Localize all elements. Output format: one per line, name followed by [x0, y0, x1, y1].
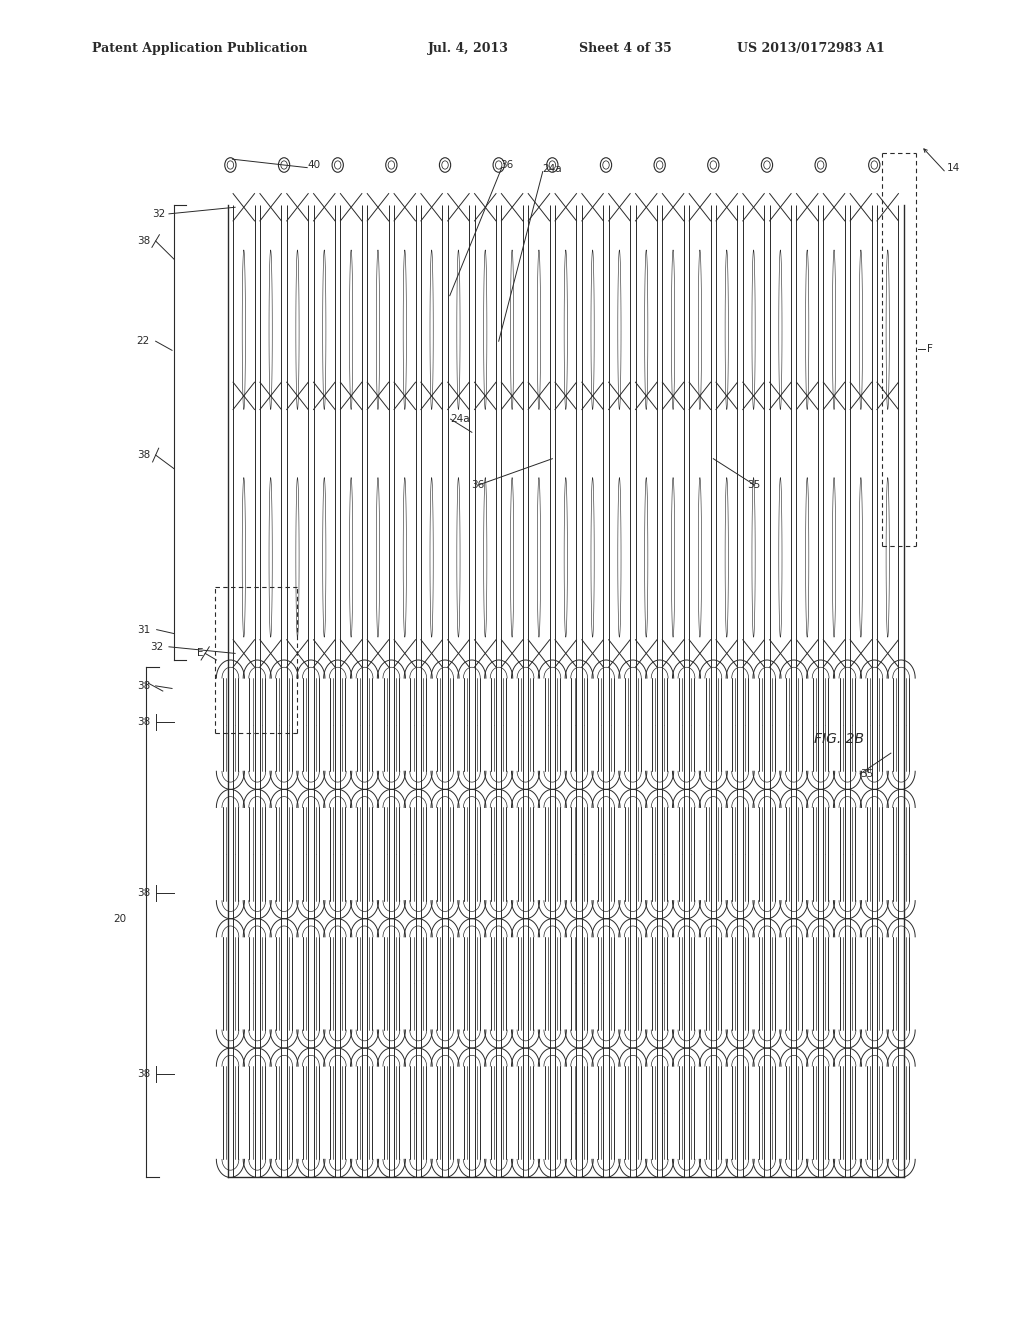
Text: 31: 31 — [137, 624, 151, 635]
Text: 36: 36 — [500, 160, 513, 170]
Text: 38: 38 — [137, 681, 150, 690]
Text: Patent Application Publication: Patent Application Publication — [92, 42, 307, 55]
Text: 24a: 24a — [543, 164, 562, 174]
Text: 36: 36 — [471, 480, 484, 490]
Text: 24a: 24a — [451, 414, 470, 424]
Text: 14: 14 — [947, 162, 961, 173]
Text: Jul. 4, 2013: Jul. 4, 2013 — [428, 42, 509, 55]
Text: 38: 38 — [137, 450, 150, 461]
Text: Sheet 4 of 35: Sheet 4 of 35 — [579, 42, 672, 55]
Text: FIG. 2B: FIG. 2B — [814, 733, 864, 746]
Text: E: E — [197, 648, 203, 659]
Text: 38: 38 — [137, 717, 150, 727]
Text: 22: 22 — [137, 337, 150, 346]
Text: 20: 20 — [114, 913, 126, 924]
Text: 38: 38 — [137, 888, 150, 898]
Text: 38: 38 — [137, 1069, 150, 1078]
Text: F: F — [927, 345, 933, 354]
Text: 32: 32 — [151, 642, 164, 652]
Text: 38: 38 — [137, 236, 150, 246]
Text: 35: 35 — [860, 768, 873, 779]
Text: US 2013/0172983 A1: US 2013/0172983 A1 — [737, 42, 885, 55]
Text: 32: 32 — [153, 209, 166, 219]
Text: 40: 40 — [307, 160, 321, 170]
Text: 35: 35 — [748, 480, 761, 490]
